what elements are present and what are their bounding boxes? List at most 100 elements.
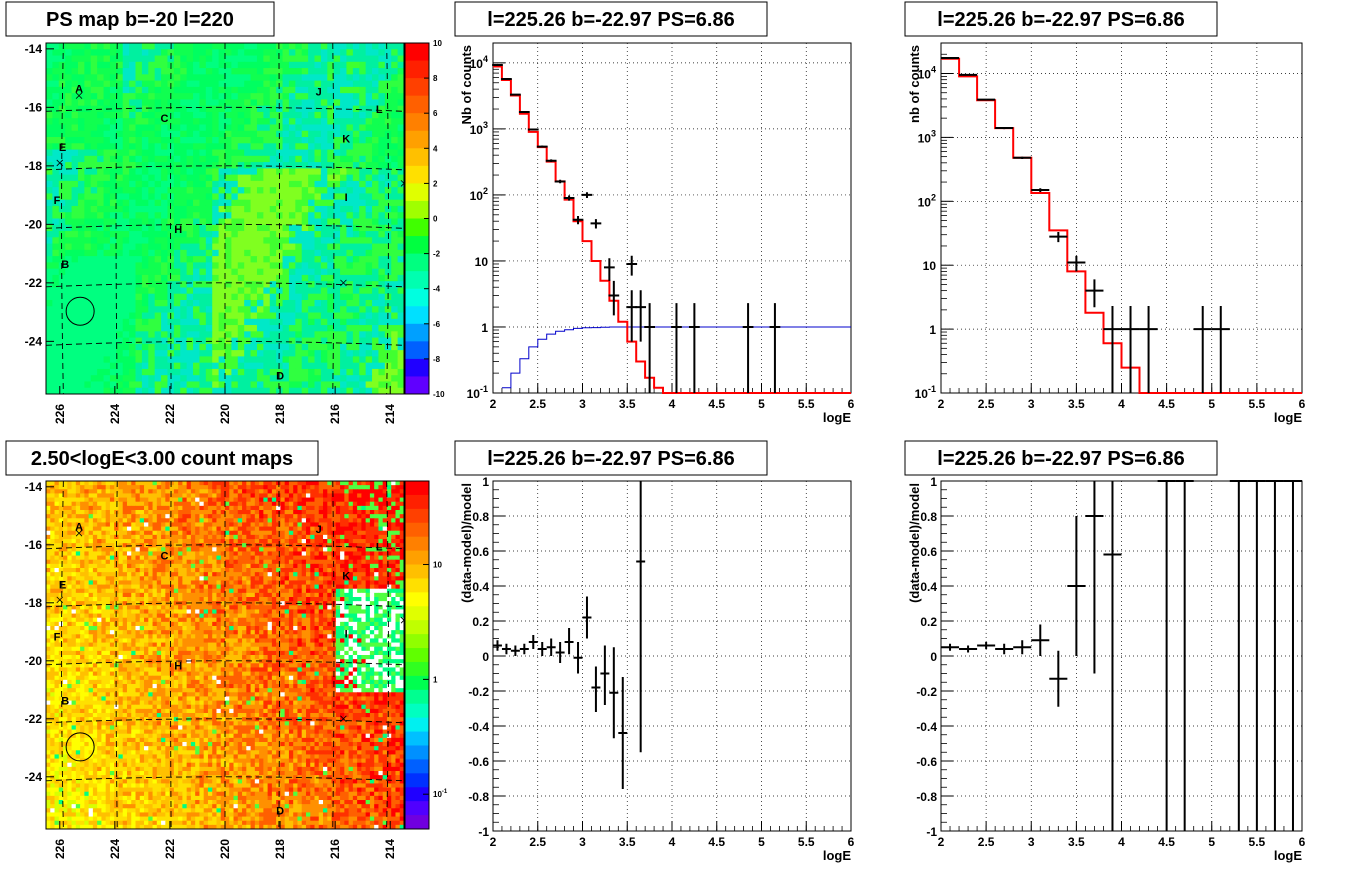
heatmap-cell: [199, 489, 205, 494]
heatmap-cell: [218, 287, 226, 295]
heatmap-cell: [190, 481, 196, 486]
heatmap-cell: [101, 493, 107, 499]
heatmap-cell: [182, 518, 188, 523]
heatmap-cell: [348, 481, 354, 486]
heatmap-cell: [148, 563, 154, 569]
heatmap-cell: [218, 205, 226, 213]
heatmap-cell: [186, 199, 194, 207]
heatmap-cell: [282, 212, 290, 219]
heatmap-cell: [395, 485, 401, 490]
colorbar-bin: [405, 78, 429, 97]
heatmap-cell: [109, 243, 117, 251]
heatmap-cell: [386, 510, 392, 515]
heatmap-cell: [369, 518, 375, 523]
heatmap-cell: [90, 337, 98, 345]
heatmap-cell: [46, 375, 53, 382]
heatmap-cell: [384, 381, 392, 389]
heatmap-cell: [182, 514, 188, 519]
heatmap-cell: [180, 149, 188, 157]
heatmap-cell: [199, 180, 207, 188]
heatmap-cell: [250, 489, 256, 494]
heatmap-cell: [205, 180, 213, 188]
heatmap-cell: [333, 312, 341, 320]
heatmap-cell: [173, 485, 179, 490]
heatmap-cell: [293, 505, 298, 511]
heatmap-cell: [263, 168, 271, 176]
heatmap-cell: [90, 105, 98, 113]
heatmap-cell: [109, 485, 115, 490]
heatmap-cell: [193, 168, 200, 176]
heatmap-cell: [314, 381, 322, 389]
heatmap-cell: [295, 105, 303, 113]
heatmap-cell: [295, 99, 303, 107]
heatmap-cell: [369, 510, 375, 515]
heatmap-cell: [129, 306, 136, 314]
heatmap-cell: [399, 489, 405, 494]
heatmap-cell: [65, 143, 73, 151]
heatmap-cell: [365, 205, 373, 213]
heatmap-cell: [359, 218, 367, 226]
heatmap-cell: [361, 493, 367, 499]
heatmap-cell: [263, 501, 269, 507]
heatmap-cell: [320, 74, 328, 82]
heatmap-cell: [333, 218, 341, 226]
heatmap-cell: [308, 43, 315, 50]
heatmap-cell: [237, 105, 245, 113]
heatmap-cell: [169, 551, 175, 557]
heatmap-cell: [190, 518, 196, 523]
heatmap-cell: [109, 381, 117, 389]
colorbar-bin: [405, 183, 429, 202]
heatmap-cell: [340, 299, 347, 307]
heatmap-cell: [173, 212, 181, 219]
heatmap-cell: [352, 551, 358, 557]
heatmap-cell: [305, 563, 311, 569]
heatmap-cell: [109, 130, 117, 138]
heatmap-cell: [295, 274, 303, 282]
heatmap-cell: [135, 362, 143, 370]
heatmap-cell: [374, 489, 379, 494]
heatmap-cell: [116, 249, 124, 257]
heatmap-cell: [391, 530, 396, 536]
heatmap-cell: [318, 485, 324, 490]
heatmap-cell: [288, 212, 296, 219]
heatmap-cell: [246, 559, 252, 565]
heatmap-cell: [288, 243, 296, 251]
heatmap-cell: [256, 74, 264, 82]
heatmap-cell: [244, 274, 252, 282]
heatmap-cell: [372, 331, 379, 339]
heatmap-cell: [323, 543, 328, 548]
heatmap-cell: [46, 124, 53, 132]
heatmap-cell: [135, 155, 143, 163]
heatmap-cell: [386, 539, 392, 544]
heatmap-cell: [126, 485, 132, 490]
heatmap-cell: [320, 243, 328, 251]
heatmap-cell: [244, 350, 252, 357]
heatmap-cell: [71, 559, 77, 565]
heatmap-cell: [269, 387, 277, 395]
heatmap-cell: [372, 99, 379, 107]
heatmap-cell: [384, 168, 392, 176]
heatmap-cell: [225, 530, 230, 536]
heatmap-cell: [391, 268, 399, 276]
heatmap-cell: [282, 180, 290, 188]
heatmap-cell: [395, 497, 401, 503]
heatmap-cell: [340, 43, 347, 50]
heatmap-cell: [129, 368, 136, 376]
heatmap-cell: [180, 368, 188, 376]
heatmap-cell: [352, 493, 358, 499]
heatmap-cell: [84, 505, 90, 511]
heatmap-cell: [90, 268, 98, 276]
heatmap-cell: [263, 274, 271, 282]
heatmap-cell: [161, 551, 166, 557]
heatmap-cell: [212, 559, 217, 565]
heatmap-cell: [318, 522, 324, 528]
heatmap-cell: [288, 93, 296, 100]
heatmap-cell: [263, 268, 271, 276]
heatmap-cell: [161, 237, 168, 245]
heatmap-cell: [216, 497, 222, 503]
heatmap-cell: [203, 514, 209, 519]
heatmap-cell: [372, 80, 379, 88]
heatmap-cell: [161, 249, 168, 257]
heatmap-cell: [340, 130, 347, 138]
heatmap-cell: [301, 262, 309, 270]
